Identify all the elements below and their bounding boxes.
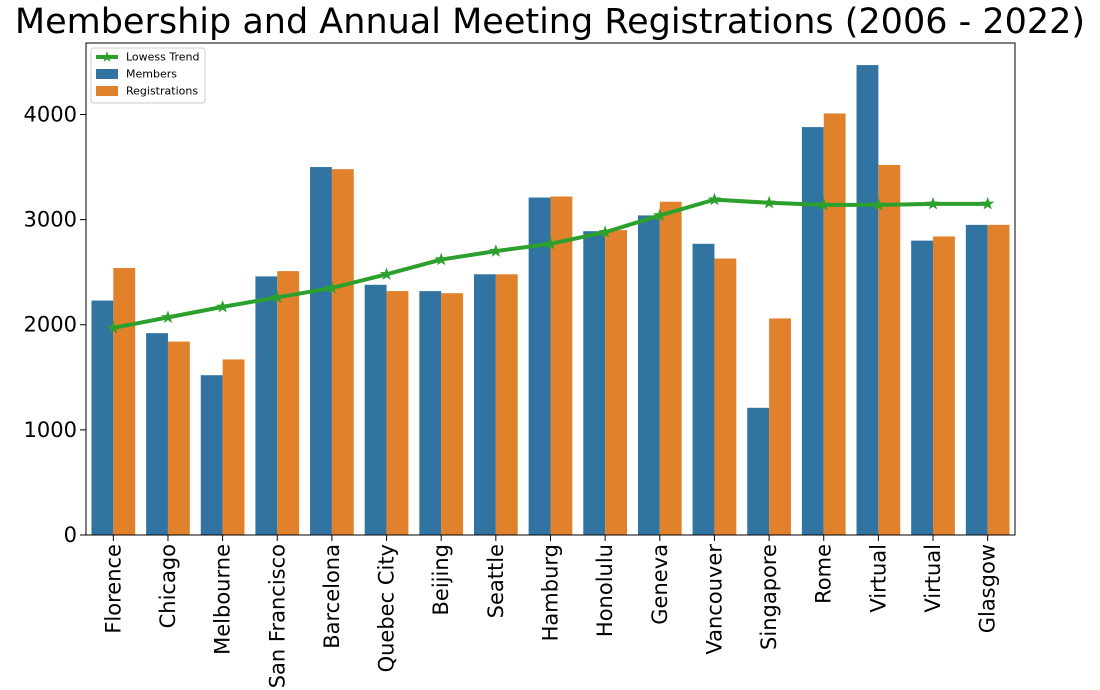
registrations-bar bbox=[659, 201, 682, 536]
registrations-bar bbox=[878, 164, 901, 535]
legend-box bbox=[90, 47, 206, 104]
members-bar bbox=[583, 231, 606, 535]
lowess-trend-marker bbox=[762, 195, 776, 209]
lowess-trend-marker bbox=[871, 197, 886, 211]
y-tick-label: 2000 bbox=[24, 313, 77, 337]
chart-title: Membership and Annual Meeting Registrati… bbox=[14, 2, 1086, 42]
lowess-trend-marker bbox=[161, 310, 175, 324]
lowess-trend-marker bbox=[379, 267, 394, 280]
x-tick-label: Vancouver bbox=[702, 544, 726, 655]
x-tick-label: Singapore bbox=[757, 544, 781, 650]
x-tick-label: San Francisco bbox=[265, 544, 289, 688]
members-bar bbox=[200, 375, 223, 535]
members-bar bbox=[528, 197, 551, 536]
x-tick-label: Barcelona bbox=[320, 544, 344, 649]
legend-label-registrations: Registrations bbox=[126, 85, 198, 98]
lowess-trend-marker bbox=[434, 252, 448, 266]
bars-layer bbox=[91, 65, 1010, 536]
registrations-bar bbox=[495, 274, 518, 535]
registrations-bar bbox=[113, 267, 136, 535]
registrations-bar bbox=[605, 230, 628, 535]
members-bar bbox=[146, 333, 168, 535]
x-tick-label: Florence bbox=[101, 544, 125, 634]
registrations-bar bbox=[933, 236, 955, 535]
legend-label-members: Members bbox=[126, 68, 177, 81]
registrations-bar bbox=[823, 113, 846, 535]
members-bar bbox=[965, 224, 988, 535]
legend-marker-lowess-trend bbox=[101, 51, 113, 62]
trend-line-layer bbox=[106, 192, 995, 334]
x-tick-label: Chicago bbox=[156, 544, 180, 628]
legend-label-lowess-trend: Lowess Trend bbox=[126, 51, 200, 64]
members-bar bbox=[637, 215, 660, 535]
lowess-trend-marker bbox=[981, 196, 995, 210]
registrations-bar bbox=[714, 258, 737, 535]
registrations-bar bbox=[441, 293, 464, 535]
registrations-bar bbox=[550, 196, 573, 536]
members-bar bbox=[364, 284, 387, 535]
registrations-bar bbox=[222, 359, 245, 535]
y-tick-label: 1000 bbox=[24, 418, 77, 442]
members-bar bbox=[911, 240, 934, 535]
lowess-trend-marker bbox=[817, 197, 831, 211]
axes-layer: 0 1000 2000 3000 4000 Florence Chicago Melbourn… bbox=[24, 42, 1016, 688]
x-tick-label: Hamburg bbox=[539, 544, 563, 641]
lowess-trend-marker bbox=[653, 208, 667, 222]
members-bar bbox=[801, 127, 824, 535]
x-tick-label: Virtual bbox=[866, 544, 890, 613]
legend: Lowess Trend Members Registrations bbox=[90, 47, 206, 104]
x-tick-label: Honolulu bbox=[593, 544, 617, 637]
lowess-trend-marker bbox=[926, 196, 940, 210]
legend-swatch-registrations bbox=[96, 86, 118, 96]
x-tick-label: Geneva bbox=[648, 544, 672, 625]
lowess-trend-marker bbox=[215, 299, 230, 313]
lowess-trend-marker bbox=[325, 280, 339, 294]
y-tick-label: 3000 bbox=[24, 208, 77, 232]
members-bar bbox=[473, 274, 496, 535]
members-bar bbox=[91, 300, 114, 535]
lowess-trend-marker bbox=[598, 225, 612, 238]
x-tick-label: Beijing bbox=[429, 544, 453, 615]
members-bar bbox=[255, 276, 278, 535]
lowess-trend-marker bbox=[707, 192, 722, 206]
x-tick-label: Quebec City bbox=[375, 544, 399, 672]
members-bar bbox=[310, 167, 332, 536]
x-tick-label: Virtual bbox=[921, 544, 945, 613]
members-bar bbox=[692, 243, 715, 536]
lowess-trend-marker bbox=[106, 320, 120, 334]
registrations-bar bbox=[386, 291, 409, 535]
y-tick-label: 4000 bbox=[24, 102, 77, 126]
x-tick-label: Glasgow bbox=[976, 544, 1000, 633]
x-tick-label: Seattle bbox=[484, 544, 508, 618]
lowess-trend-marker bbox=[270, 290, 284, 304]
registrations-bar bbox=[277, 271, 300, 535]
registrations-bar bbox=[331, 169, 354, 535]
members-bar bbox=[747, 407, 770, 535]
x-tick-label: Melbourne bbox=[211, 544, 235, 655]
lowess-trend-marker bbox=[543, 236, 558, 250]
registrations-bar bbox=[987, 224, 1010, 535]
x-tick-label: Rome bbox=[812, 544, 836, 604]
y-tick-label: 0 bbox=[64, 523, 77, 547]
members-bar bbox=[856, 65, 879, 535]
lowess-trend-marker bbox=[489, 244, 503, 257]
members-bar bbox=[419, 291, 442, 535]
legend-swatch-members bbox=[96, 69, 118, 79]
registrations-bar bbox=[769, 318, 791, 535]
registrations-bar bbox=[167, 341, 190, 535]
